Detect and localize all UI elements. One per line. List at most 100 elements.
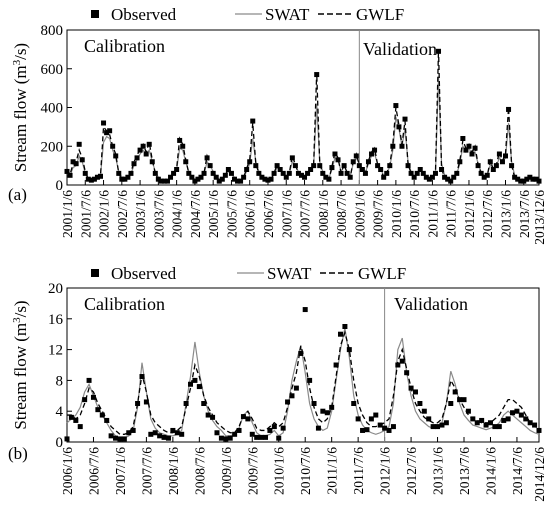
observed-point — [499, 159, 505, 165]
observed-point — [82, 397, 88, 403]
observed-point — [152, 170, 158, 176]
observed-point — [143, 151, 149, 157]
observed-point — [474, 420, 480, 426]
observed-point — [470, 416, 476, 422]
x-tick-label: 2005/7/6 — [224, 190, 239, 238]
x-tick-label: 2009/7/6 — [245, 447, 260, 495]
observed-point — [326, 176, 332, 182]
x-tick-label: 2009/7/6 — [371, 190, 386, 238]
observed-point — [503, 153, 509, 159]
observed-point — [161, 434, 167, 440]
observed-point — [164, 178, 170, 184]
observed-point — [386, 427, 392, 433]
observed-point — [280, 425, 286, 431]
observed-point — [143, 399, 149, 405]
observed-point — [414, 170, 420, 176]
observed-point — [518, 412, 524, 418]
legend-gwlf-label: GWLF — [356, 5, 404, 24]
observed-point — [338, 170, 344, 176]
x-tick-label: 2007/1/6 — [113, 447, 128, 495]
x-tick-label: 2004/7/6 — [188, 190, 203, 238]
observed-point — [90, 394, 96, 400]
observed-point — [390, 424, 396, 430]
observed-point — [399, 358, 405, 364]
observed-point — [373, 412, 379, 418]
observed-point — [88, 177, 94, 183]
y-axis-label: Stream flow (m3/s) — [11, 43, 30, 172]
observed-point — [244, 167, 250, 172]
observed-point — [64, 168, 70, 174]
observed-point — [126, 430, 132, 436]
observed-point — [448, 178, 454, 184]
observed-point — [149, 159, 155, 165]
legend-observed-marker — [91, 10, 99, 18]
legend-observed-marker — [91, 269, 99, 277]
observed-point — [509, 163, 515, 169]
observed-point — [101, 120, 107, 126]
observed-point — [466, 143, 472, 149]
x-tick-label: 2010/7/6 — [298, 447, 313, 495]
observed-point — [344, 170, 350, 176]
x-tick-label: 2014/1/6 — [483, 447, 498, 495]
observed-point — [454, 170, 460, 176]
observed-point — [506, 106, 512, 112]
validation-label: Validation — [363, 39, 437, 59]
observed-point — [91, 176, 97, 182]
x-tick-label: 2006/7/6 — [86, 447, 101, 495]
observed-point — [179, 431, 185, 437]
x-tick-label: 2011/7/6 — [351, 447, 366, 495]
y-axis-label: Stream flow (m3/s) — [11, 300, 30, 429]
series-swat-line — [66, 76, 540, 181]
x-tick-label: 2006/1/6 — [60, 447, 75, 495]
x-tick-label: 2006/1/6 — [243, 190, 258, 238]
panel-label: (b) — [8, 444, 28, 463]
y-tick-label: 0 — [56, 435, 64, 451]
observed-point — [116, 170, 122, 176]
observed-point — [157, 433, 163, 439]
observed-point — [292, 163, 298, 169]
x-tick-label: 2013/1/6 — [431, 447, 446, 495]
observed-point — [155, 176, 161, 182]
calibration-label: Calibration — [84, 294, 165, 314]
observed-point — [378, 167, 384, 172]
observed-point — [452, 389, 458, 395]
observed-point — [365, 159, 371, 165]
y-tick-label: 800 — [41, 23, 64, 39]
observed-point — [496, 424, 502, 430]
observed-point — [368, 416, 374, 422]
x-tick-label: 2008/7/6 — [334, 190, 349, 238]
observed-point — [492, 424, 498, 430]
observed-point — [448, 401, 454, 406]
observed-point — [201, 170, 207, 176]
observed-point — [240, 414, 246, 420]
observed-point — [263, 434, 269, 440]
observed-point — [411, 174, 417, 180]
observed-point — [311, 401, 317, 406]
observed-point — [472, 145, 478, 151]
observed-point — [387, 163, 393, 169]
x-tick-label: 2002/7/6 — [115, 190, 130, 238]
x-tick-label: 2010/7/6 — [407, 190, 422, 238]
observed-point — [192, 178, 198, 184]
x-tick-label: 2014/12/6 — [532, 447, 547, 502]
observed-point — [113, 435, 119, 441]
panel-label: (a) — [8, 185, 27, 204]
observed-point — [399, 143, 405, 149]
x-tick-label: 2010/1/6 — [389, 190, 404, 238]
observed-point — [335, 157, 341, 163]
observed-point — [320, 170, 326, 176]
observed-point — [130, 427, 136, 433]
x-tick-label: 2003/7/6 — [151, 190, 166, 238]
observed-point — [210, 414, 216, 420]
observed-point — [180, 143, 186, 149]
observed-point — [73, 161, 79, 167]
legend-swat-label: SWAT — [265, 5, 310, 24]
observed-point — [247, 159, 253, 165]
observed-point — [134, 155, 140, 161]
x-tick-label: 2010/1/6 — [272, 447, 287, 495]
observed-point — [99, 412, 105, 418]
observed-point — [426, 416, 432, 422]
observed-point — [461, 397, 467, 403]
observed-point — [286, 170, 292, 176]
